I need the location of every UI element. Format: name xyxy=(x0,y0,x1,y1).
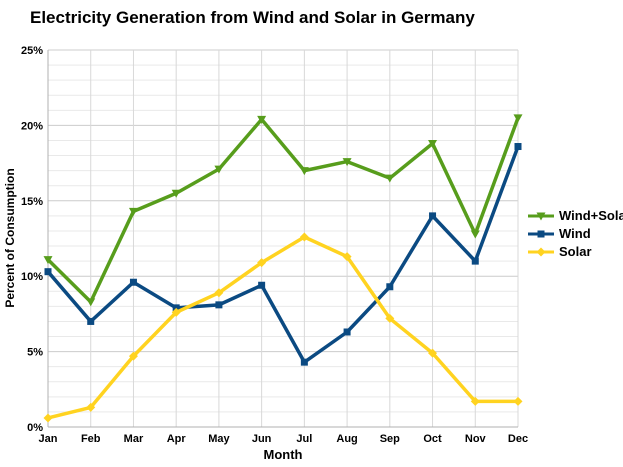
legend-square-icon xyxy=(528,230,554,237)
x-tick-label: Feb xyxy=(81,433,101,445)
marker-solar-sep-diamond-icon xyxy=(385,313,395,323)
x-tick-label: Nov xyxy=(465,433,487,445)
marker-wind-solar-oct-triangle-down-icon xyxy=(428,139,438,148)
marker-wind-solar-nov-triangle-down-icon xyxy=(470,230,480,239)
series-line-wind-solar xyxy=(46,116,520,304)
x-tick-label: Aug xyxy=(336,433,357,445)
x-tick-label: Mar xyxy=(124,433,144,445)
marker-wind-solar-jul-triangle-down-icon xyxy=(299,167,309,176)
x-tick-label: Jan xyxy=(39,433,58,445)
x-tick-label: Jul xyxy=(296,433,312,445)
marker-wind-solar-may-triangle-down-icon xyxy=(214,165,224,174)
marker-solar-feb-diamond-icon xyxy=(86,402,96,412)
marker-solar-apr-diamond-icon xyxy=(171,307,181,317)
x-tick-label: May xyxy=(208,433,230,445)
series-line-solar xyxy=(46,235,520,420)
marker-wind-feb-square-icon xyxy=(87,317,95,325)
legend-marker-wind-solar-triangle-down-icon xyxy=(536,212,546,220)
marker-wind-solar-aug-triangle-down-icon xyxy=(342,158,352,167)
y-tick-label: 20% xyxy=(21,120,43,132)
marker-solar-jan-diamond-icon xyxy=(43,413,53,423)
marker-solar-aug-diamond-icon xyxy=(342,252,352,262)
marker-solar-jun-diamond-icon xyxy=(257,258,267,268)
legend-item-wind-solar: Wind+Solar xyxy=(527,208,623,223)
marker-wind-jun-square-icon xyxy=(258,281,266,289)
marker-wind-solar-sep-triangle-down-icon xyxy=(385,174,395,183)
x-tick-label: Apr xyxy=(167,433,187,445)
marker-solar-may-diamond-icon xyxy=(214,288,224,298)
x-tick-label: Oct xyxy=(423,433,442,445)
chart-title: Electricity Generation from Wind and Sol… xyxy=(30,8,475,27)
y-tick-label: 5% xyxy=(27,347,43,359)
legend-diamond-icon xyxy=(528,247,554,256)
marker-wind-solar-jun-triangle-down-icon xyxy=(257,115,267,124)
x-axis-title: Month xyxy=(263,447,303,462)
legend-label-wind: Wind xyxy=(559,226,591,241)
marker-wind-may-square-icon xyxy=(215,301,223,309)
marker-wind-solar-apr-triangle-down-icon xyxy=(171,189,181,198)
y-tick-label: 0% xyxy=(27,422,43,434)
marker-wind-dec-square-icon xyxy=(514,143,522,151)
marker-wind-oct-square-icon xyxy=(429,212,437,220)
x-tick-label: Sep xyxy=(380,433,400,445)
marker-solar-mar-diamond-icon xyxy=(128,351,138,361)
marker-wind-sep-square-icon xyxy=(386,283,394,291)
marker-wind-nov-square-icon xyxy=(471,257,479,265)
legend: Wind+Solar Wind Solar xyxy=(527,208,623,259)
x-tick-label: Dec xyxy=(508,433,528,445)
legend-item-solar: Solar xyxy=(527,244,623,259)
marker-wind-solar-jan-triangle-down-icon xyxy=(43,256,53,265)
marker-wind-solar-dec-triangle-down-icon xyxy=(513,114,523,123)
marker-wind-solar-mar-triangle-down-icon xyxy=(128,207,138,216)
legend-item-wind: Wind xyxy=(527,226,623,241)
marker-solar-oct-diamond-icon xyxy=(428,348,438,358)
x-tick-label: Jun xyxy=(252,433,272,445)
legend-label-wind-solar: Wind+Solar xyxy=(559,208,623,223)
marker-wind-jan-square-icon xyxy=(44,268,52,276)
marker-solar-jul-diamond-icon xyxy=(299,232,309,242)
y-tick-label: 10% xyxy=(21,271,43,283)
legend-triangle-down-icon xyxy=(528,212,554,220)
marker-wind-apr-square-icon xyxy=(172,304,180,312)
marker-wind-aug-square-icon xyxy=(343,328,351,336)
marker-solar-nov-diamond-icon xyxy=(470,396,480,406)
legend-marker-solar-diamond-icon xyxy=(536,247,546,256)
legend-label-solar: Solar xyxy=(559,244,592,259)
legend-marker-wind-square-icon xyxy=(537,230,545,237)
marker-wind-jul-square-icon xyxy=(300,358,308,366)
y-tick-label: 25% xyxy=(21,45,43,57)
series-line-wind xyxy=(46,144,520,364)
marker-wind-mar-square-icon xyxy=(129,278,137,286)
marker-wind-solar-feb-triangle-down-icon xyxy=(86,298,96,307)
y-tick-label: 15% xyxy=(21,196,43,208)
marker-solar-dec-diamond-icon xyxy=(513,396,523,406)
